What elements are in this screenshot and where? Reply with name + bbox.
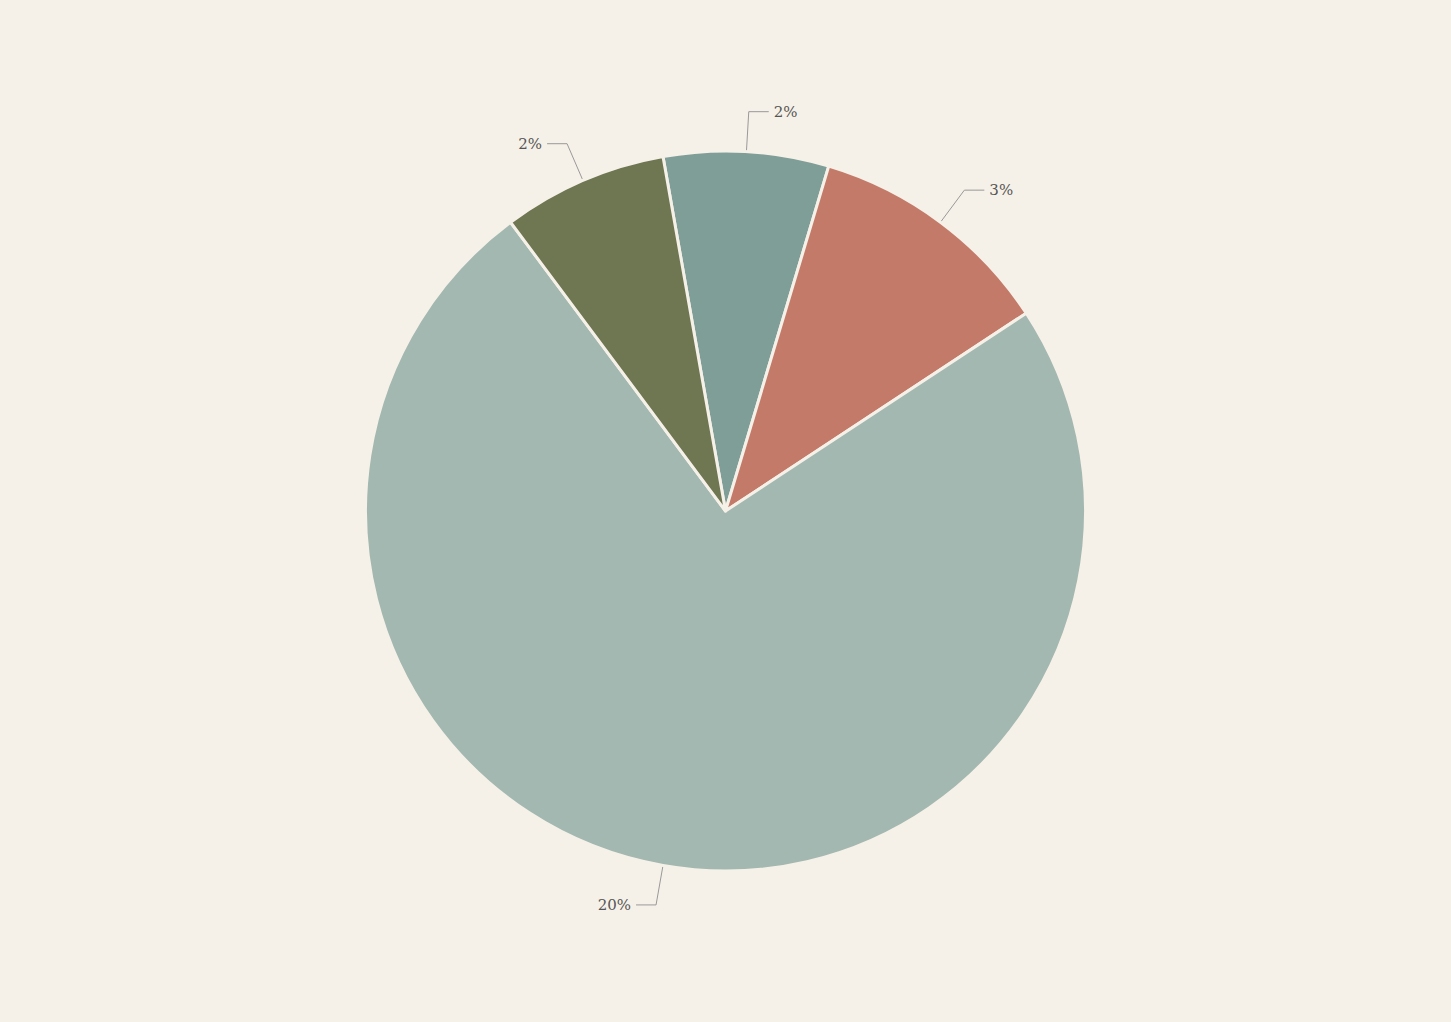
svg-text:20%: 20% xyxy=(598,896,631,914)
svg-text:2%: 2% xyxy=(774,103,798,121)
svg-text:2%: 2% xyxy=(518,135,542,153)
svg-text:3%: 3% xyxy=(989,181,1013,199)
